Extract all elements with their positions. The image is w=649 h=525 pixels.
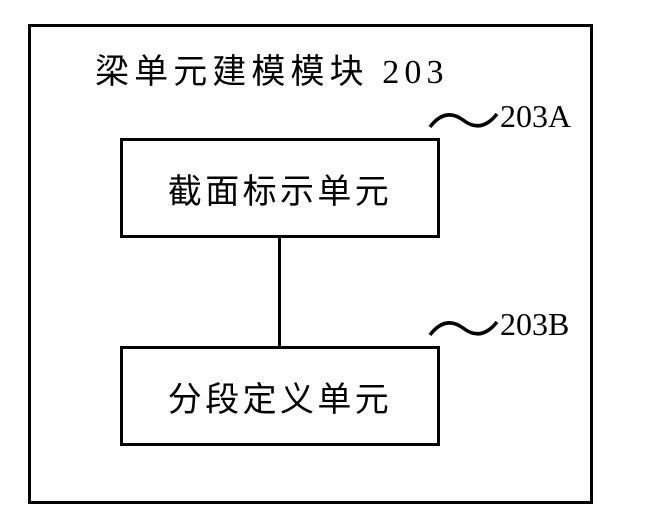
connector-line: [278, 238, 281, 346]
module-title: 梁单元建模模块 203: [95, 44, 449, 93]
callout-203a: 203A: [500, 98, 571, 135]
tilde-203a: [425, 102, 505, 142]
box-203a-label: 截面标示单元: [168, 164, 392, 213]
box-203a: 截面标示单元: [120, 138, 440, 238]
box-203b: 分段定义单元: [120, 346, 440, 446]
callout-203b: 203B: [500, 306, 569, 343]
tilde-203b: [425, 310, 505, 350]
box-203b-label: 分段定义单元: [168, 372, 392, 421]
